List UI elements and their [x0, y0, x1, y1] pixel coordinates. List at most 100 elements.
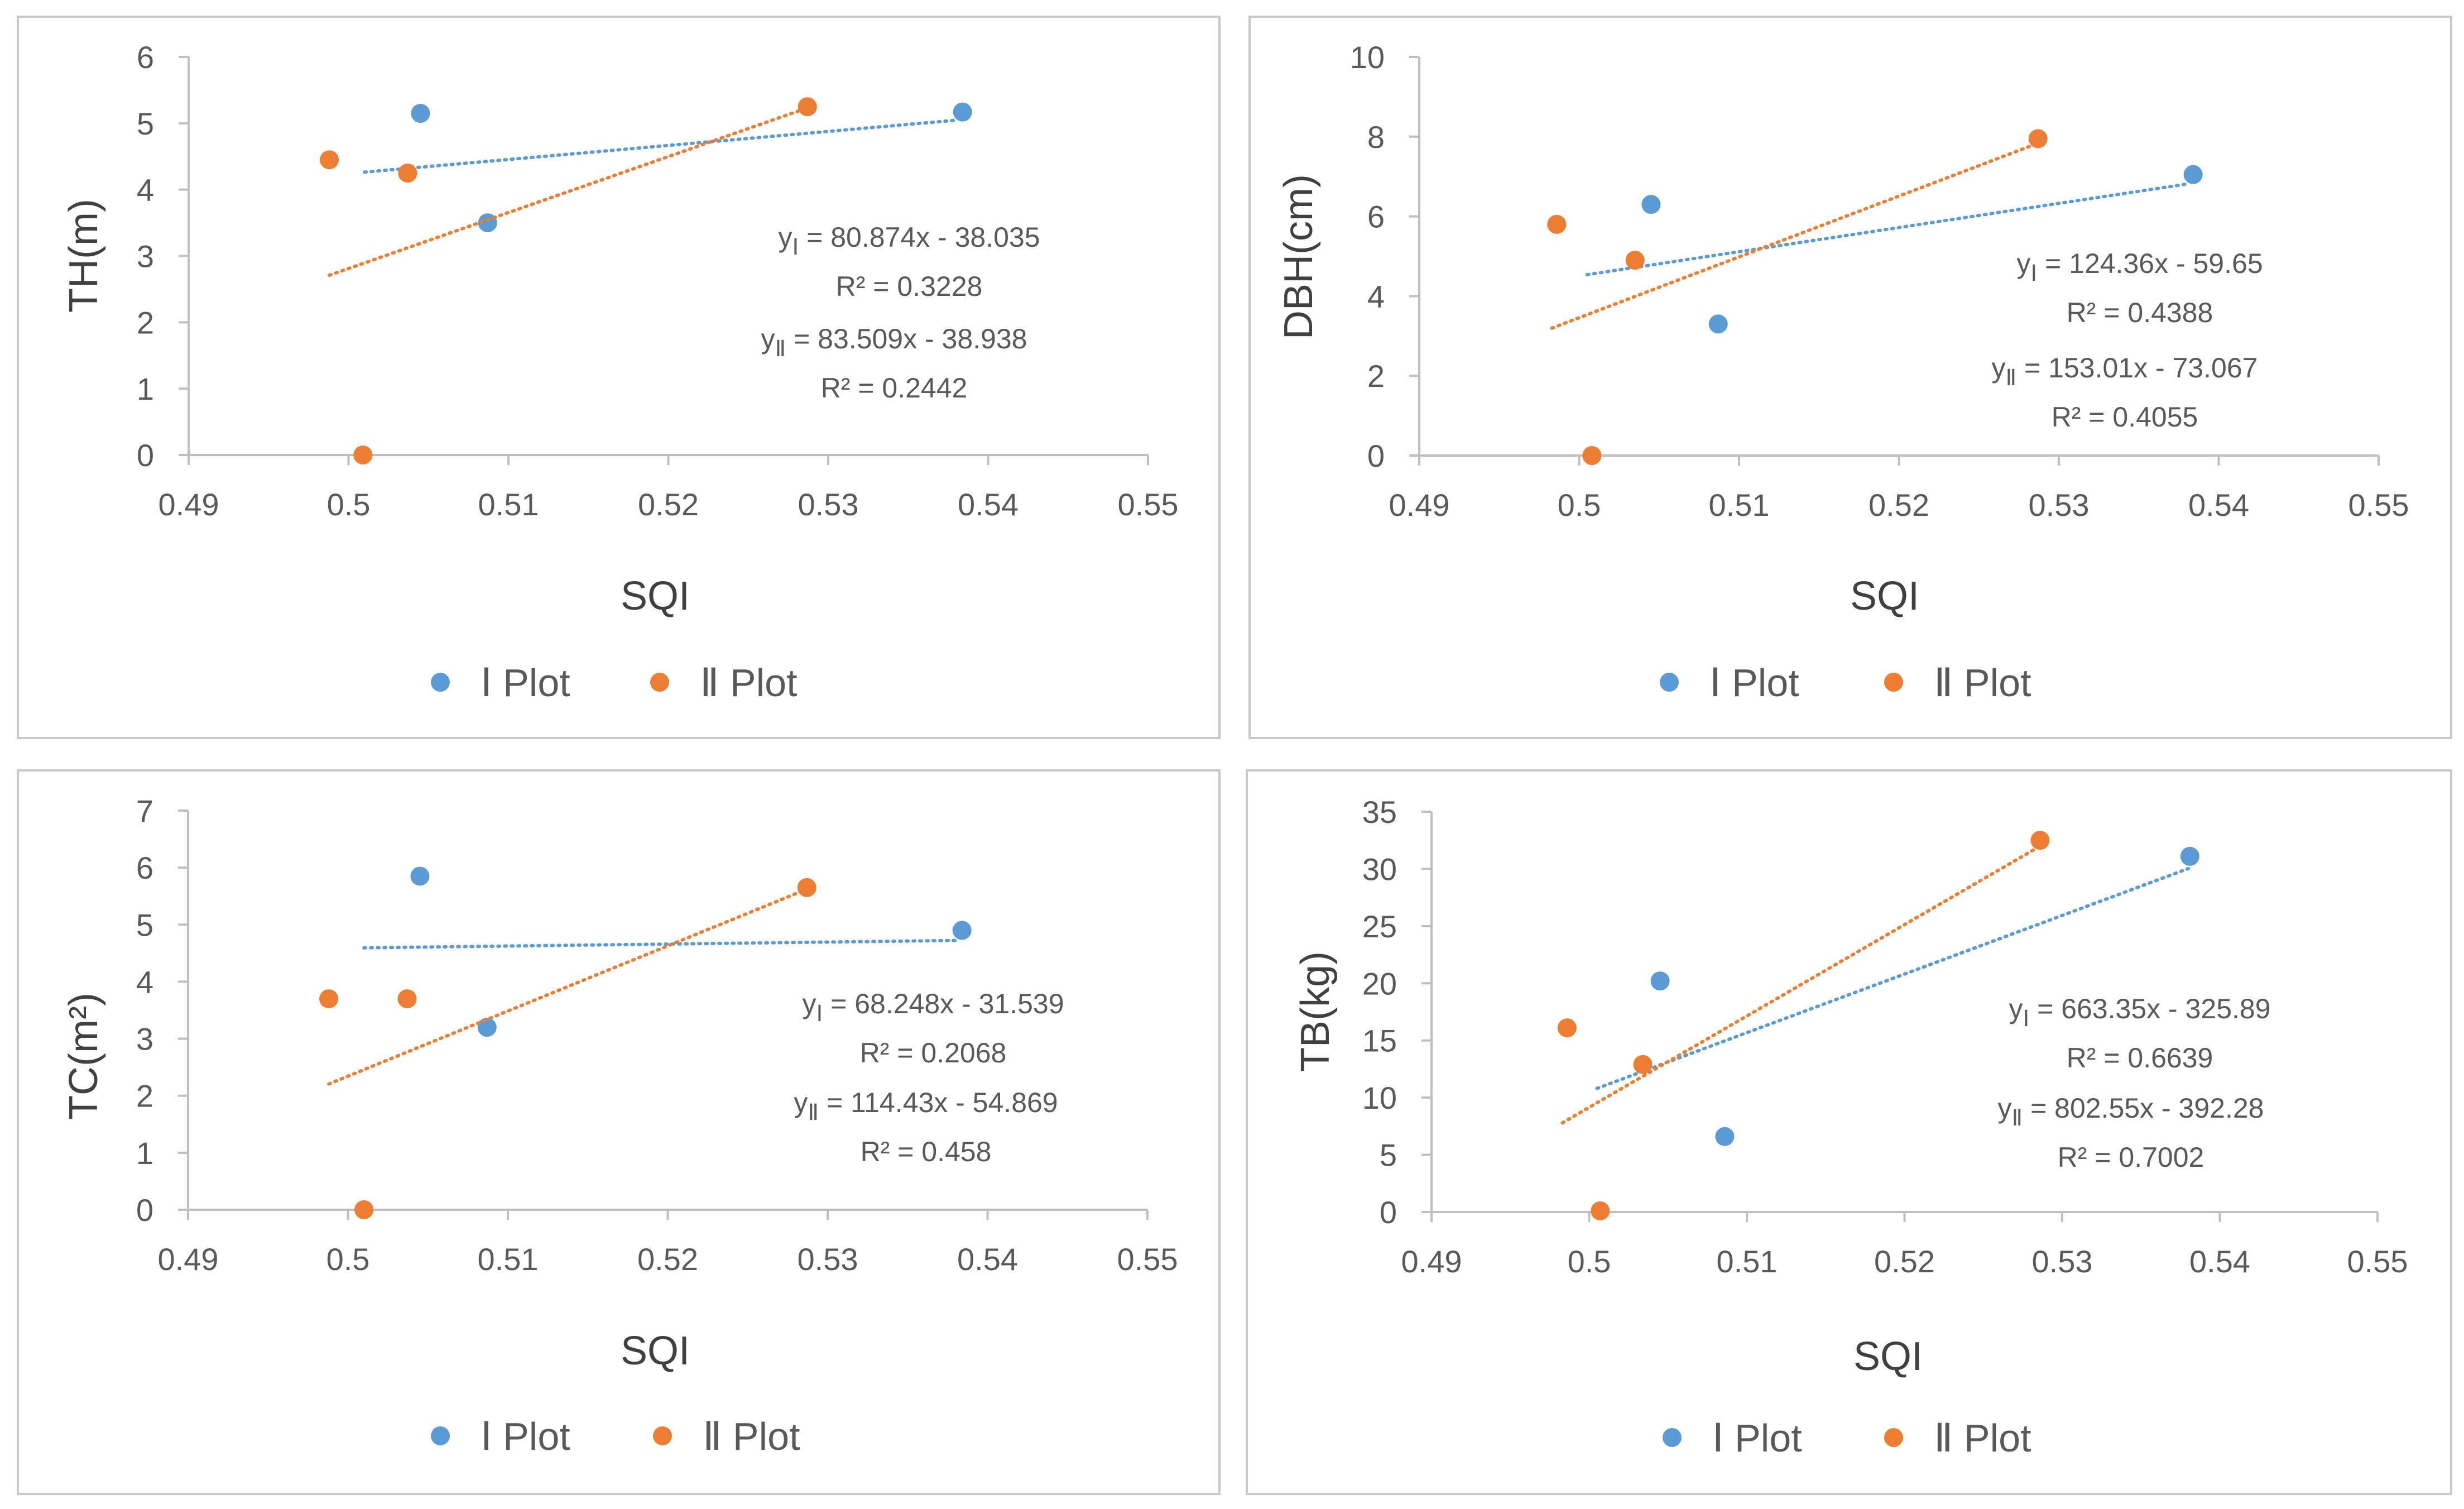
- x-tick-label: 0.55: [1118, 487, 1179, 522]
- data-point-series-2: [798, 97, 817, 117]
- trendline-series-2: [327, 887, 809, 1086]
- data-point-series-1: [2183, 165, 2203, 184]
- x-tick-label: 0.52: [637, 1242, 698, 1277]
- x-tick-label: 0.51: [1709, 487, 1770, 523]
- trend-equation-series-2: yⅡ = 802.55x - 392.28: [1998, 1093, 2264, 1130]
- data-point-series-2: [2028, 129, 2048, 148]
- r-squared-series-1: R² = 0.6639: [2067, 1042, 2213, 1074]
- trendline-series-1: [1585, 182, 2189, 277]
- y-tick-label: 15: [1362, 1023, 1397, 1058]
- x-tick-label: 0.52: [1869, 487, 1929, 523]
- chart-tc: 0 1 2 3 4 5 6 7 0.49 0.5 0.51 0.52 0.53 0.54 0.55 TC(m²…: [61, 793, 1178, 1458]
- x-tick-label: 0.52: [1874, 1244, 1935, 1279]
- data-point-series-2: [397, 989, 417, 1009]
- legend-label-series-2: Ⅱ Plot: [1934, 1416, 2031, 1460]
- data-point-series-1: [1641, 195, 1661, 214]
- x-axis-label: SQI: [621, 574, 690, 619]
- chart-panel-dbh: 0 2 4 6 8 10 0.49 0.5 0.51 0.52 0.53 0.54 0.55 DBH(cm…: [1248, 16, 2452, 739]
- x-tick-label: 0.53: [2032, 1244, 2093, 1279]
- y-tick-label: 1: [137, 371, 154, 406]
- x-tick-label: 0.54: [2189, 1244, 2250, 1279]
- trend-equation-series-2: yⅡ = 114.43x - 54.869: [794, 1087, 1058, 1125]
- data-point-series-1: [952, 921, 972, 940]
- y-tick-label: 4: [1367, 279, 1385, 314]
- legend-marker-series-1: [431, 673, 450, 692]
- r-squared-series-1: R² = 0.4388: [2067, 297, 2213, 328]
- y-tick-label: 4: [136, 964, 153, 999]
- trendline-series-2: [328, 106, 809, 277]
- data-point-series-2: [353, 445, 373, 464]
- y-tick-label: 0: [1367, 438, 1385, 473]
- x-tick-label: 0.53: [798, 1242, 858, 1277]
- x-tick-label: 0.52: [638, 487, 699, 522]
- chart-th: 0 1 2 3 4 5 6 0.49 0.5 0.51 0.52 0.53 0.54 0.55 TH(m) S…: [61, 40, 1179, 705]
- x-axis-label: SQI: [621, 1329, 690, 1373]
- y-tick-label: 10: [1350, 40, 1385, 75]
- legend-label-series-1: Ⅰ Plot: [481, 661, 570, 705]
- y-tick-label: 1: [136, 1136, 153, 1171]
- x-tick-label: 0.49: [1401, 1244, 1462, 1279]
- x-tick-label: 0.55: [1117, 1242, 1178, 1277]
- y-tick-label: 0: [136, 1192, 153, 1228]
- legend-marker-series-2: [1884, 1428, 1903, 1447]
- chart-panel-tc: 0 1 2 3 4 5 6 7 0.49 0.5 0.51 0.52 0.53 0.54 0.55 TC(m²…: [17, 769, 1221, 1495]
- r-squared-series-1: R² = 0.2068: [860, 1037, 1007, 1069]
- y-tick-label: 0: [1380, 1195, 1397, 1230]
- trend-equation-series-2: yⅡ = 83.509x - 38.938: [761, 323, 1027, 361]
- legend: Ⅰ Plot Ⅱ Plot: [1660, 661, 2031, 705]
- x-tick-label: 0.49: [158, 487, 219, 522]
- x-tick-label: 0.51: [478, 487, 539, 522]
- chart-panel-th: 0 1 2 3 4 5 6 0.49 0.5 0.51 0.52 0.53 0.54 0.55 TH(m) S…: [17, 16, 1221, 739]
- x-tick-label: 0.51: [1717, 1244, 1778, 1279]
- x-tick-label: 0.55: [2348, 487, 2409, 523]
- y-tick-label: 5: [136, 907, 153, 942]
- trend-equation-series-1: yⅠ = 663.35x - 325.89: [2009, 993, 2270, 1031]
- legend: Ⅰ Plot Ⅱ Plot: [431, 1415, 800, 1458]
- trendline-series-1: [363, 118, 958, 174]
- r-squared-series-2: R² = 0.458: [861, 1136, 992, 1167]
- data-point-series-1: [2180, 846, 2199, 866]
- legend: Ⅰ Plot Ⅱ Plot: [1663, 1416, 2031, 1460]
- data-point-series-2: [1625, 251, 1645, 270]
- trendline-series-2: [1550, 141, 2040, 330]
- trendline-series-1: [362, 938, 958, 950]
- y-axis-label: TC(m²): [61, 993, 106, 1120]
- y-tick-label: 2: [137, 305, 154, 340]
- y-tick-label: 5: [1380, 1138, 1397, 1173]
- y-axis-label: TH(m): [61, 199, 106, 313]
- legend-marker-series-2: [650, 673, 669, 692]
- legend-label-series-1: Ⅰ Plot: [481, 1415, 570, 1458]
- legend-marker-series-1: [1663, 1428, 1682, 1447]
- x-tick-label: 0.55: [2347, 1244, 2408, 1279]
- data-point-series-1: [410, 866, 430, 886]
- data-point-series-2: [1557, 1018, 1577, 1038]
- y-tick-label: 2: [136, 1079, 153, 1114]
- y-tick-label: 6: [1367, 199, 1385, 234]
- trend-equation-series-1: yⅠ = 68.248x - 31.539: [802, 988, 1064, 1026]
- chart-dbh: 0 2 4 6 8 10 0.49 0.5 0.51 0.52 0.53 0.54 0.55 DBH(cm…: [1276, 40, 2409, 705]
- y-tick-label: 2: [1367, 358, 1385, 394]
- x-tick-label: 0.5: [1558, 487, 1601, 523]
- x-tick-label: 0.53: [2029, 487, 2090, 523]
- chart-tb: 0 5 10 15 20 25 30 35 0.49 0.5 0.51 0.52 0.53 0.54 0.5…: [1293, 794, 2408, 1460]
- trendline-series-1: [1595, 866, 2190, 1090]
- y-tick-label: 4: [137, 173, 154, 208]
- r-squared-series-2: R² = 0.7002: [2058, 1142, 2204, 1173]
- data-point-series-1: [477, 1018, 497, 1037]
- chart-panel-tb: 0 5 10 15 20 25 30 35 0.49 0.5 0.51 0.52 0.53 0.54 0.5…: [1246, 769, 2452, 1495]
- legend-label-series-2: Ⅱ Plot: [703, 1415, 800, 1458]
- legend-marker-series-1: [431, 1426, 450, 1445]
- y-tick-label: 30: [1362, 851, 1397, 887]
- legend-label-series-2: Ⅱ Plot: [700, 661, 798, 705]
- legend: Ⅰ Plot Ⅱ Plot: [431, 661, 798, 705]
- r-squared-series-2: R² = 0.4055: [2052, 401, 2198, 433]
- x-axis-label: SQI: [1850, 574, 1919, 619]
- x-tick-label: 0.51: [478, 1242, 539, 1277]
- data-point-series-1: [1650, 971, 1670, 991]
- legend-marker-series-2: [653, 1426, 672, 1445]
- data-point-series-2: [1591, 1201, 1610, 1220]
- y-tick-label: 6: [137, 40, 154, 75]
- x-axis-label: SQI: [1853, 1334, 1923, 1379]
- data-point-series-2: [354, 1200, 374, 1219]
- data-point-series-2: [398, 163, 417, 183]
